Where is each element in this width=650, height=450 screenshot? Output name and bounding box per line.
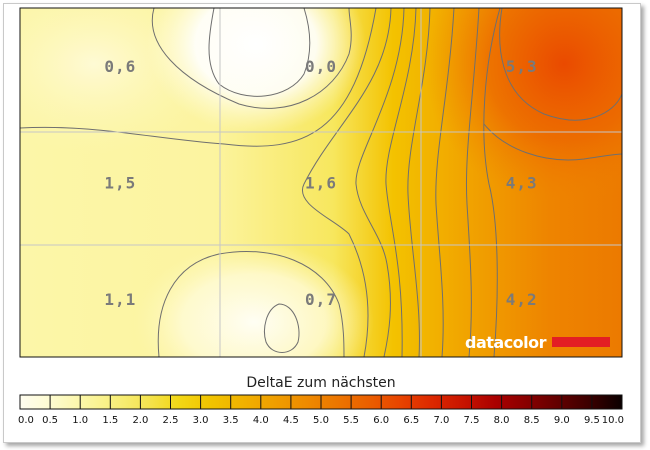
cell-value-label: 4,3 xyxy=(506,174,538,193)
legend-tick-label: 4.5 xyxy=(283,415,299,426)
legend-tick-label: 9.0 xyxy=(554,415,570,426)
legend-tick-label: 7.5 xyxy=(464,415,480,426)
cell-value-label: 1,6 xyxy=(305,174,337,193)
cell-labels: 0,6 0,0 5,3 1,5 1,6 4,3 1,1 0,7 4,2 xyxy=(104,57,538,309)
grid-lines xyxy=(20,8,622,357)
legend-tick-label: 2.5 xyxy=(163,415,179,426)
legend-tick-label: 3.5 xyxy=(223,415,239,426)
legend-tick-label: 0.5 xyxy=(42,415,58,426)
legend-tick-label: 9.5 xyxy=(584,415,600,426)
legend-tick-label: 5.5 xyxy=(343,415,359,426)
color-legend: DeltaE zum nächsten 0.0 0.5 1.0 1.5 2.0 2.5 3.… xyxy=(18,375,624,426)
uniformity-heatmap-chart: 0,6 0,0 5,3 1,5 1,6 4,3 1,1 0,7 4,2 datacolor De… xyxy=(18,7,624,426)
contour-line xyxy=(301,8,392,357)
legend-tick-label: 1.0 xyxy=(72,415,88,426)
cell-value-label: 1,5 xyxy=(104,174,136,193)
legend-ticks: 0.0 0.5 1.0 1.5 2.0 2.5 3.0 3.5 4.0 4.5 5.0 5.5 6.0 6… xyxy=(18,395,624,426)
legend-tick-label: 1.5 xyxy=(102,415,118,426)
contour-line xyxy=(151,8,352,109)
cell-value-label: 0,0 xyxy=(305,57,337,76)
datacolor-logo: datacolor xyxy=(465,333,610,352)
legend-tick-label: 4.0 xyxy=(253,415,269,426)
contour-line xyxy=(157,250,345,357)
heatmap-plot-area: 0,6 0,0 5,3 1,5 1,6 4,3 1,1 0,7 4,2 datacolor xyxy=(20,8,622,357)
plot-border xyxy=(19,7,623,358)
contour-line xyxy=(264,303,300,353)
contour-line xyxy=(407,8,431,357)
legend-tick-label: 3.0 xyxy=(193,415,209,426)
contour-line xyxy=(208,8,311,97)
legend-title: DeltaE zum nächsten xyxy=(246,375,395,391)
legend-tick-label: 0.0 xyxy=(18,415,34,426)
legend-tick-label: 5.0 xyxy=(313,415,329,426)
datacolor-logo-bar xyxy=(552,337,610,347)
contour-line xyxy=(355,8,405,357)
legend-tick-label: 10.0 xyxy=(602,415,624,426)
contour-lines xyxy=(20,8,622,357)
legend-tick-label: 2.0 xyxy=(132,415,148,426)
white-area-top xyxy=(146,8,366,134)
chart-frame: 0,6 0,0 5,3 1,5 1,6 4,3 1,1 0,7 4,2 datacolor De… xyxy=(3,3,641,443)
contour-line xyxy=(483,123,622,161)
hotspot-top-right xyxy=(424,8,622,204)
contour-line xyxy=(435,8,455,357)
legend-tick-label: 6.0 xyxy=(373,415,389,426)
contour-line xyxy=(499,8,622,121)
datacolor-logo-text: datacolor xyxy=(465,333,547,352)
cell-value-label: 5,3 xyxy=(506,57,538,76)
cell-value-label: 0,7 xyxy=(305,290,337,309)
contour-line xyxy=(385,8,417,357)
contour-line xyxy=(483,8,501,357)
cell-value-label: 4,2 xyxy=(506,290,538,309)
contour-line xyxy=(465,8,480,357)
legend-tick-label: 8.0 xyxy=(494,415,510,426)
cell-value-label: 1,1 xyxy=(104,290,136,309)
cell-value-label: 0,6 xyxy=(104,57,136,76)
legend-tick-label: 8.5 xyxy=(524,415,540,426)
contour-line xyxy=(20,8,377,147)
legend-tick-label: 6.5 xyxy=(403,415,419,426)
legend-tick-label: 7.0 xyxy=(433,415,449,426)
